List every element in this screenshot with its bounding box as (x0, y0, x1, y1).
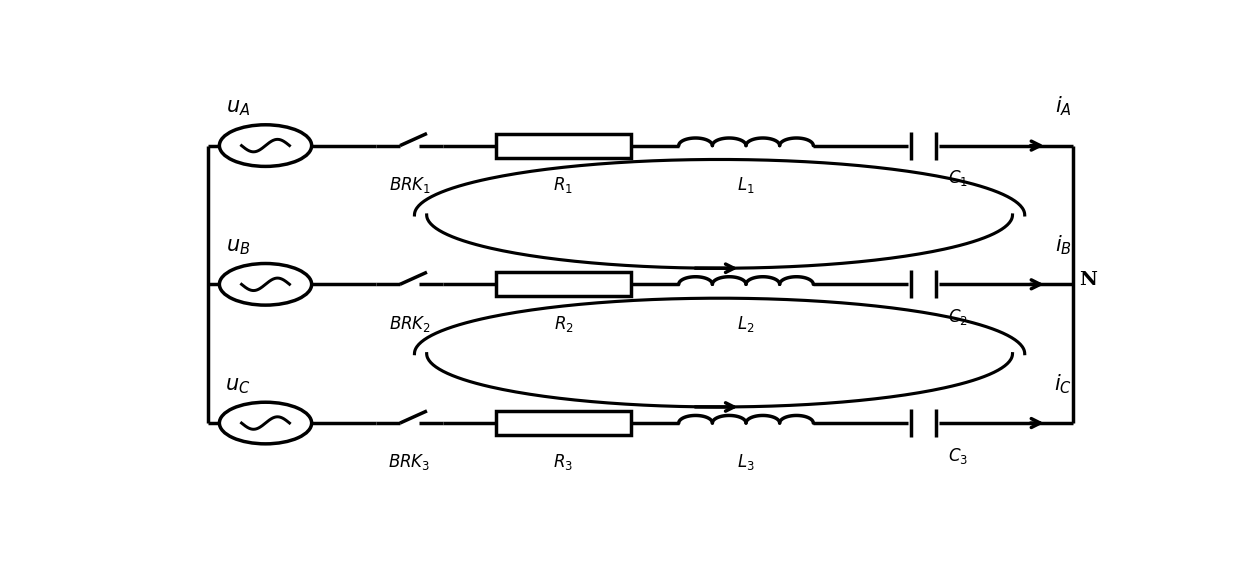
Text: $L_{3}$: $L_{3}$ (737, 452, 755, 472)
Text: $R_{1}$: $R_{1}$ (553, 175, 573, 195)
Text: $BRK_{2}$: $BRK_{2}$ (388, 314, 430, 333)
Text: $i_{C}$: $i_{C}$ (1054, 372, 1073, 396)
Text: $u_{B}$: $u_{B}$ (226, 237, 250, 257)
Bar (496, 133, 631, 158)
Bar (496, 272, 631, 296)
Text: $R_{3}$: $R_{3}$ (553, 452, 573, 472)
Text: $u_{C}$: $u_{C}$ (226, 376, 250, 396)
Text: $C_{3}$: $C_{3}$ (947, 446, 968, 466)
Text: $BRK_{1}$: $BRK_{1}$ (388, 175, 430, 195)
Text: $L_{2}$: $L_{2}$ (738, 314, 755, 333)
Text: N: N (1080, 271, 1097, 289)
Text: $u_{A}$: $u_{A}$ (226, 99, 250, 118)
Bar (496, 411, 631, 435)
Text: $C_{1}$: $C_{1}$ (947, 168, 967, 189)
Text: $R_{2}$: $R_{2}$ (553, 314, 573, 333)
Text: $i_{B}$: $i_{B}$ (1055, 234, 1071, 257)
Text: $L_{1}$: $L_{1}$ (738, 175, 755, 195)
Text: $BRK_{3}$: $BRK_{3}$ (388, 452, 430, 472)
Text: $C_{2}$: $C_{2}$ (947, 307, 967, 327)
Text: $i_{A}$: $i_{A}$ (1055, 95, 1071, 118)
